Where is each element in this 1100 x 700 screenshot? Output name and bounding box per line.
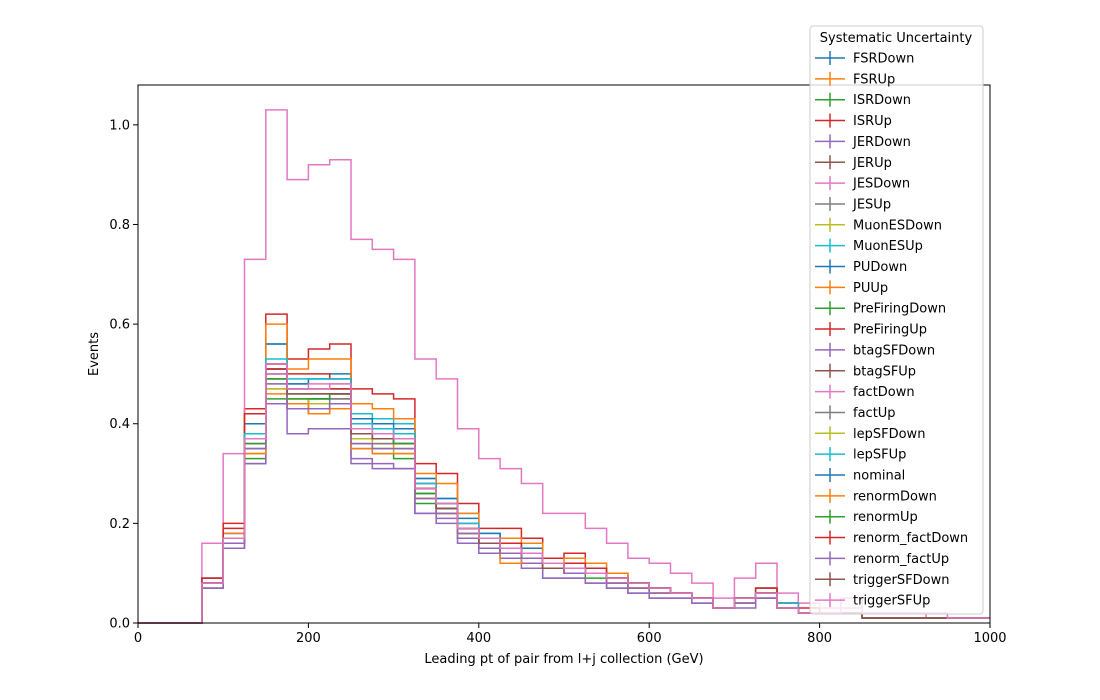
legend-label: JERUp: [852, 156, 892, 171]
x-tick-label: 600: [637, 631, 662, 646]
legend-label: nominal: [853, 469, 905, 484]
legend-label: JESUp: [852, 197, 891, 212]
legend-label: PreFiringDown: [853, 302, 946, 317]
legend-entry: btagSFDown: [815, 342, 935, 358]
legend-label: PUUp: [853, 281, 888, 296]
legend-label: triggerSFDown: [853, 573, 949, 588]
legend-label: triggerSFUp: [853, 594, 930, 609]
legend-entry: JERDown: [815, 134, 911, 150]
y-axis-label: Events: [87, 332, 102, 376]
legend-entry: JESDown: [815, 176, 910, 192]
legend-entry: lepSFDown: [815, 426, 925, 442]
y-tick-label: 0.2: [109, 517, 130, 532]
legend-label: JESDown: [852, 177, 910, 192]
legend-title: Systematic Uncertainty: [820, 31, 973, 46]
legend-entry: lepSFUp: [815, 447, 906, 463]
legend-label: ISRUp: [853, 114, 892, 129]
legend-label: JERDown: [852, 135, 911, 150]
legend-entry: factDown: [815, 384, 915, 400]
legend-label: MuonESDown: [853, 218, 942, 233]
x-axis-label: Leading pt of pair from l+j collection (…: [424, 652, 703, 667]
legend-label: btagSFDown: [853, 343, 935, 358]
legend-label: lepSFDown: [853, 427, 925, 442]
legend-label: FSRUp: [853, 72, 895, 87]
legend-entry: ISRUp: [815, 113, 892, 129]
legend-label: lepSFUp: [853, 448, 906, 463]
legend-label: PreFiringUp: [853, 323, 927, 338]
legend-entry: MuonESUp: [815, 238, 923, 254]
x-tick-label: 400: [466, 631, 491, 646]
series-layer: [138, 109, 990, 624]
legend-entry: JESUp: [815, 196, 891, 212]
legend-label: renormUp: [853, 510, 918, 525]
y-axis-ticks: 0.0 0.2 0.4 0.6 0.8 1.0: [109, 118, 138, 632]
x-tick-label: 200: [296, 631, 321, 646]
x-tick-label: 800: [807, 631, 832, 646]
legend-label: renorm_factUp: [853, 552, 949, 567]
y-tick-label: 0.8: [109, 218, 130, 233]
legend-entry: JERUp: [815, 155, 892, 171]
legend-entry: FSRUp: [815, 71, 895, 87]
legend-entry: renormDown: [815, 488, 937, 504]
legend-entry: FSRDown: [815, 51, 914, 67]
legend-entry: ISRDown: [815, 92, 911, 108]
legend-label: ISRDown: [853, 93, 911, 108]
legend-entry: PUDown: [815, 259, 907, 275]
legend-label: FSRDown: [853, 52, 914, 67]
series-line-JESDown: [138, 109, 990, 624]
legend-entry: renormUp: [815, 509, 918, 525]
legend-entry: renorm_factUp: [815, 551, 949, 567]
legend-label: MuonESUp: [853, 239, 923, 254]
legend: Systematic Uncertainty FSRDown FSRUp ISRDo…: [809, 25, 984, 615]
x-axis-ticks: 0 200 400 600 800 1000: [134, 623, 1007, 646]
legend-entry: PUUp: [815, 280, 888, 296]
legend-entry: triggerSFDown: [815, 572, 949, 588]
legend-entry: factUp: [815, 405, 896, 421]
legend-label: PUDown: [853, 260, 907, 275]
legend-label: renormDown: [853, 489, 937, 504]
axes-frame: [137, 84, 991, 624]
legend-entry: triggerSFUp: [815, 593, 930, 609]
legend-entry: renorm_factDown: [815, 530, 968, 546]
legend-entry: nominal: [815, 468, 905, 484]
legend-entry: PreFiringDown: [815, 301, 946, 317]
y-tick-label: 1.0: [109, 118, 130, 133]
y-tick-label: 0.4: [109, 417, 130, 432]
x-tick-label: 1000: [973, 631, 1006, 646]
legend-label: renorm_factDown: [853, 531, 968, 546]
y-tick-label: 0.6: [109, 318, 130, 333]
legend-box: [809, 25, 984, 615]
series-line-triggerSFUp: [138, 363, 990, 624]
legend-entry: btagSFUp: [815, 363, 916, 379]
legend-label: factUp: [853, 406, 896, 421]
legend-entry: PreFiringUp: [815, 322, 927, 338]
legend-label: btagSFUp: [853, 364, 916, 379]
x-tick-label: 0: [134, 631, 142, 646]
y-tick-label: 0.0: [109, 617, 130, 632]
legend-entry: MuonESDown: [815, 217, 942, 233]
legend-entries: FSRDown FSRUp ISRDown ISRUp JERDown JERUp JESD…: [815, 51, 968, 609]
legend-label: factDown: [853, 385, 915, 400]
